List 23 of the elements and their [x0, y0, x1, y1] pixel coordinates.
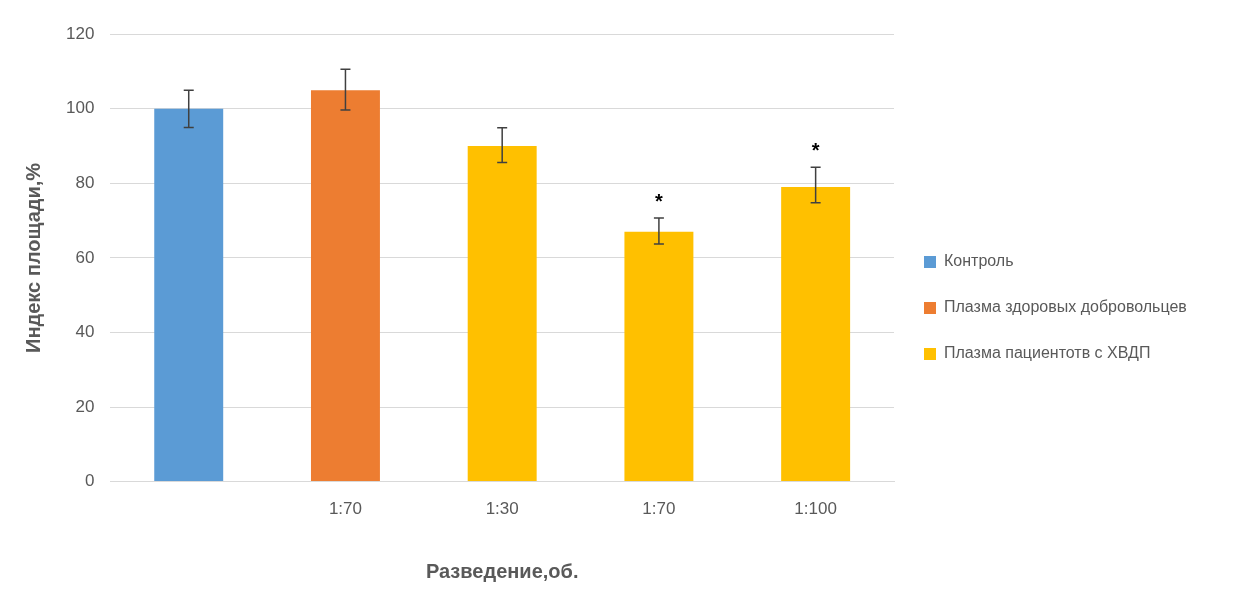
data-label: * [811, 138, 820, 161]
x-tick-label: 1:30 [485, 499, 519, 519]
bar [624, 231, 694, 482]
bar [154, 108, 224, 482]
data-label: * [655, 189, 664, 212]
y-tick-label: 40 [75, 322, 95, 342]
bar [781, 187, 851, 482]
x-axis-title: Разведение,об. [425, 559, 579, 582]
y-tick-label: 120 [65, 23, 95, 43]
y-tick-label: 80 [75, 173, 95, 193]
x-tick-label: 1:100 [794, 499, 837, 519]
legend-label: Контроль [944, 252, 1014, 270]
y-tick-label: 60 [75, 247, 95, 267]
legend-label: Плазма здоровых добровольцев [944, 298, 1187, 316]
y-tick-label: 20 [75, 396, 95, 416]
bar [310, 90, 380, 482]
x-tick-label: 1:70 [642, 499, 676, 519]
y-axis-title: Индекс площади,% [21, 162, 44, 353]
bar [467, 146, 537, 482]
y-tick-label: 100 [65, 98, 95, 118]
legend-label: Плазма пациентотв с ХВДП [944, 344, 1151, 362]
x-tick-label: 1:70 [328, 499, 362, 519]
y-tick-label: 0 [84, 471, 95, 491]
